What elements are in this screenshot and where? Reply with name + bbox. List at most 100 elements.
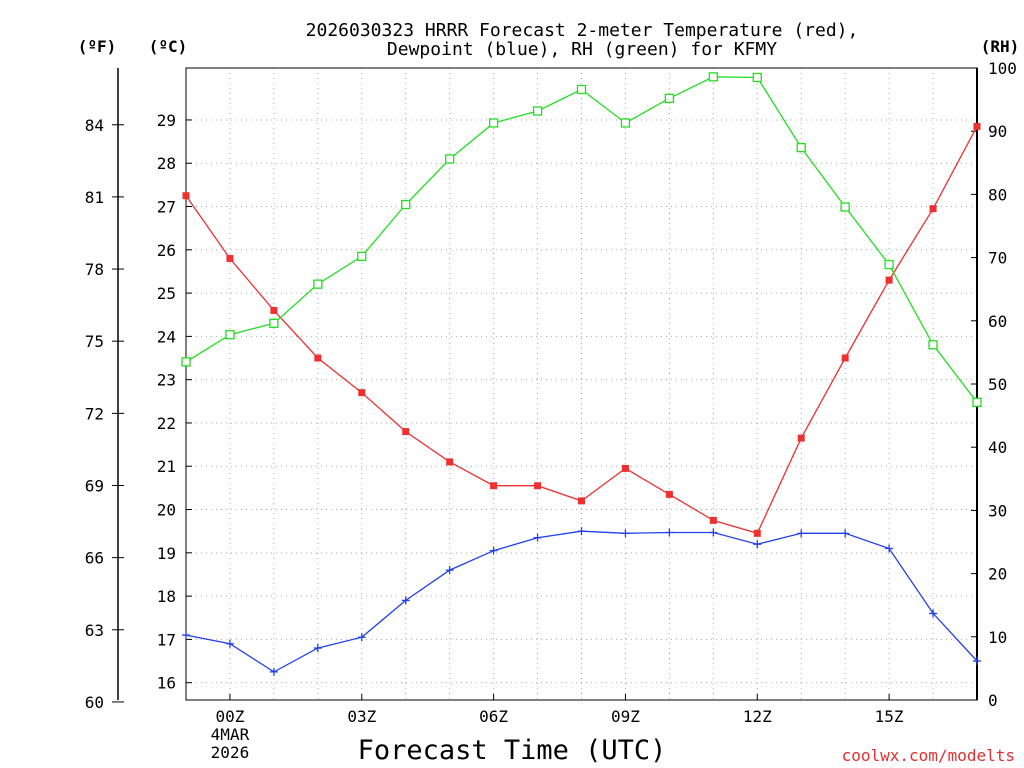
celsius-axis: 16 17 18 19 20 21 22 23 24 25 26 27 28 29 — [157, 111, 192, 693]
celsius-tick-label: 26 — [157, 241, 176, 260]
fahrenheit-tick-label: 84 — [85, 116, 104, 135]
rh-tick-label: 20 — [988, 565, 1007, 584]
celsius-tick-label: 19 — [157, 544, 176, 563]
series-rh-point — [972, 397, 982, 407]
series-temperature-line — [185, 126, 978, 535]
series-rh-point — [488, 118, 499, 128]
fahrenheit-axis: 60 63 66 69 72 75 78 81 84 — [85, 116, 124, 712]
x-axis-title: Forecast Time (UTC) — [358, 735, 667, 766]
celsius-tick-label: 17 — [157, 630, 176, 649]
celsius-tick-label: 25 — [157, 284, 176, 303]
series-temperature-point — [490, 482, 498, 490]
chart-title-line1: 2026030323 HRRR Forecast 2-meter Tempera… — [306, 20, 859, 41]
series-temperature-point — [270, 306, 278, 314]
time-tick-label: 03Z — [347, 707, 376, 726]
series-dewpoint-point — [182, 631, 190, 640]
series-temperature-point — [182, 192, 190, 200]
fahrenheit-tick-label: 60 — [85, 693, 104, 712]
series-temperature-point — [929, 205, 937, 213]
celsius-tick-label: 16 — [157, 674, 176, 693]
series-temperature-point — [797, 434, 805, 442]
series-temperature-point — [841, 354, 849, 362]
time-tick-label: 00Z — [215, 707, 244, 726]
celsius-tick-label: 27 — [157, 198, 176, 217]
chart-title-line2: Dewpoint (blue), RH (green) for KFMY — [387, 39, 777, 60]
celsius-tick-label: 21 — [157, 457, 176, 476]
fahrenheit-unit-label: (ºF) — [78, 37, 117, 56]
series-dewpoint-point — [577, 527, 586, 536]
celsius-tick-label: 22 — [157, 414, 176, 433]
series-temperature-point — [665, 490, 673, 498]
series-rh-point — [401, 199, 411, 210]
series-rh-point — [225, 330, 235, 340]
series-dewpoint-point — [753, 540, 762, 549]
series-rh-point — [664, 93, 675, 103]
fahrenheit-tick-label: 81 — [85, 188, 104, 207]
fahrenheit-tick-label: 69 — [85, 476, 104, 495]
time-tick-label: 09Z — [611, 707, 640, 726]
fahrenheit-tick-label: 75 — [85, 332, 104, 351]
series-rh-point — [532, 106, 543, 116]
series-dewpoint-point — [357, 633, 366, 642]
watermark-link[interactable]: coolwx.com/modelts — [842, 746, 1015, 765]
series-dewpoint-point — [665, 528, 674, 537]
series-temperature-point — [709, 516, 717, 524]
rh-tick-label: 10 — [988, 628, 1007, 647]
series-layer — [181, 72, 982, 676]
series-dewpoint-point — [621, 529, 630, 538]
series-rh-point — [796, 142, 806, 153]
celsius-unit-label: (ºC) — [149, 37, 188, 56]
series-dewpoint-point — [973, 657, 981, 666]
series-dewpoint-point — [885, 544, 894, 553]
series-temperature-point — [534, 482, 542, 490]
rh-tick-label: 80 — [988, 185, 1007, 204]
series-rh-point — [357, 251, 367, 261]
series-rh-point — [708, 72, 718, 82]
series-dewpoint-point — [225, 639, 234, 648]
series-dewpoint-point — [401, 596, 410, 605]
series-dewpoint-point — [841, 529, 850, 538]
celsius-tick-label: 23 — [157, 371, 176, 390]
series-rh-point — [884, 259, 894, 270]
series-temperature-point — [973, 122, 981, 130]
celsius-tick-label: 28 — [157, 154, 176, 173]
series-temperature-point — [885, 276, 893, 284]
celsius-tick-label: 18 — [157, 587, 176, 606]
rh-tick-label: 70 — [988, 249, 1007, 268]
series-dewpoint-point — [313, 644, 322, 653]
rh-axis: 0 10 20 30 40 50 60 70 80 90 100 — [971, 59, 1017, 710]
fahrenheit-tick-label: 66 — [85, 549, 104, 568]
series-rh-point — [928, 340, 938, 350]
series-dewpoint-point — [489, 546, 498, 555]
rh-tick-label: 100 — [988, 59, 1017, 78]
celsius-tick-label: 29 — [157, 111, 176, 130]
rh-tick-label: 90 — [988, 122, 1007, 141]
series-dewpoint-point — [929, 609, 938, 618]
rh-tick-label: 30 — [988, 501, 1007, 520]
series-temperature-point — [621, 464, 629, 472]
date-label-year: 2026 — [211, 743, 250, 762]
series-rh-point — [181, 357, 191, 367]
series-dewpoint-point — [445, 566, 454, 575]
series-temperature-point — [226, 254, 234, 262]
rh-tick-label: 0 — [988, 691, 998, 710]
rh-tick-label: 60 — [988, 312, 1007, 331]
fahrenheit-tick-label: 78 — [85, 260, 104, 279]
time-axis: 00Z 03Z 06Z 09Z 12Z 15Z — [215, 694, 904, 726]
celsius-tick-label: 24 — [157, 327, 176, 346]
celsius-tick-label: 20 — [157, 501, 176, 520]
series-dewpoint-line — [185, 530, 978, 673]
series-dewpoint-point — [269, 667, 278, 676]
series-rh-point — [576, 84, 587, 95]
series-temperature-point — [578, 497, 585, 505]
series-temperature-point — [753, 529, 761, 537]
rh-tick-label: 40 — [988, 438, 1007, 457]
series-dewpoint-point — [797, 529, 806, 538]
time-tick-label: 15Z — [875, 707, 904, 726]
fahrenheit-tick-label: 72 — [85, 404, 104, 423]
series-rh-point — [445, 154, 455, 164]
series-dewpoint-point — [533, 533, 542, 542]
rh-unit-label: (RH) — [981, 37, 1020, 56]
time-tick-label: 12Z — [743, 707, 772, 726]
